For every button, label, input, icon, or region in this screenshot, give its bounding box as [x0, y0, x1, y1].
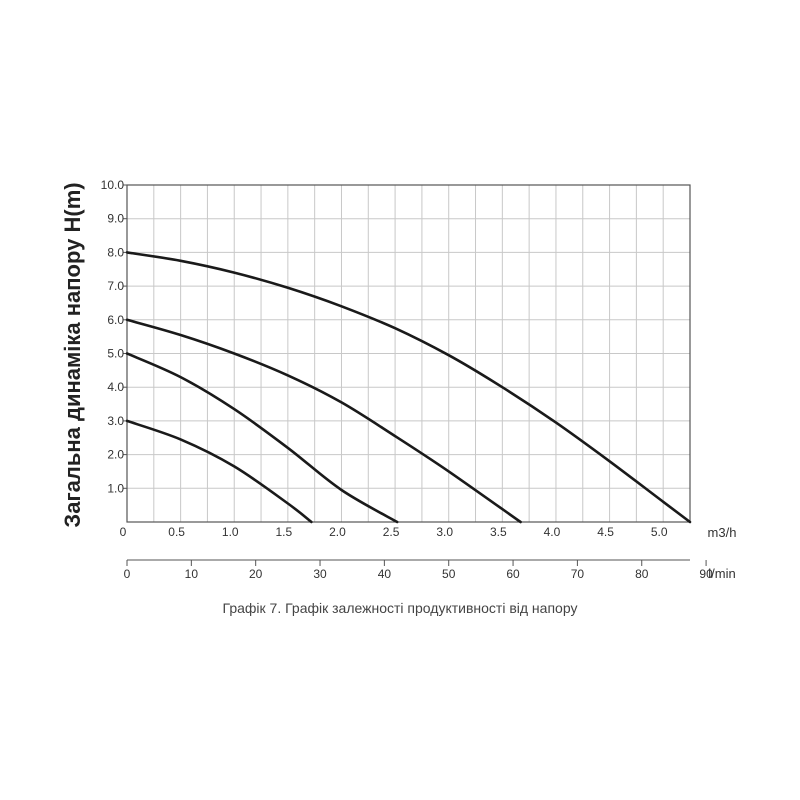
performance-curve [125, 419, 313, 524]
x-tick-label: 1.5 [276, 525, 293, 539]
x2-tick-label: 40 [378, 567, 392, 581]
y-tick-label: 8.0 [107, 245, 124, 259]
x2-tick-label: 60 [506, 567, 520, 581]
x-tick-label: 4.5 [597, 525, 614, 539]
chart-caption: Графік 7. Графік залежності продуктивнос… [222, 600, 578, 616]
x-tick-label: 0.5 [168, 525, 185, 539]
y-tick-label: 2.0 [107, 448, 124, 462]
x-axis-unit: m3/h [708, 525, 737, 540]
performance-curve [125, 318, 522, 524]
y-tick-label: 10.0 [101, 178, 125, 192]
y-tick-label: 6.0 [107, 313, 124, 327]
x-tick-label: 0 [120, 525, 127, 539]
x2-tick-label: 0 [124, 567, 131, 581]
x-tick-label: 4.0 [544, 525, 561, 539]
x2-axis-unit: l/min [708, 566, 735, 581]
performance-curve [125, 352, 399, 524]
y-tick-label: 1.0 [107, 481, 124, 495]
x-tick-label: 2.0 [329, 525, 346, 539]
x2-tick-label: 10 [185, 567, 199, 581]
x2-tick-label: 70 [571, 567, 585, 581]
x2-tick-label: 90 [699, 567, 713, 581]
x-tick-label: 2.5 [383, 525, 400, 539]
x-tick-label: 1.0 [222, 525, 239, 539]
y-tick-label: 4.0 [107, 380, 124, 394]
y-tick-label: 5.0 [107, 347, 124, 361]
y-axis-title: Загальна динаміка напору H(m) [60, 182, 85, 527]
x2-tick-label: 50 [442, 567, 456, 581]
x2-tick-label: 20 [249, 567, 263, 581]
y-tick-label: 7.0 [107, 279, 124, 293]
x-tick-label: 3.5 [490, 525, 507, 539]
x-tick-label: 3.0 [436, 525, 453, 539]
performance-curve [125, 251, 692, 524]
x-tick-label: 5.0 [651, 525, 668, 539]
y-tick-label: 3.0 [107, 414, 124, 428]
x2-tick-label: 30 [313, 567, 327, 581]
y-tick-label: 9.0 [107, 212, 124, 226]
x2-tick-label: 80 [635, 567, 649, 581]
